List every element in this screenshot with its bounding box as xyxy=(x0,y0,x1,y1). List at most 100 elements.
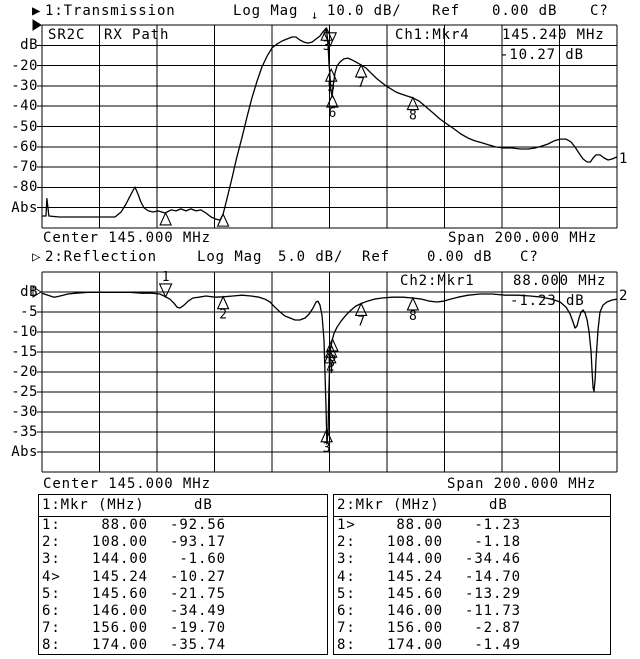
marker-number: 1: xyxy=(42,517,61,533)
marker-table-ch1-header: 1:Mkr (MHz) dB xyxy=(39,495,327,517)
marker-table-row: 7: 156.00 -19.70 xyxy=(39,620,327,637)
marker-table-row: 3: 144.00 -1.60 xyxy=(39,551,327,568)
trace-transmission xyxy=(42,27,618,221)
marker-label: 7 xyxy=(357,314,365,329)
ch1-cal-status: C? xyxy=(590,3,609,19)
marker-table-ch2: 2:Mkr (MHz) dB 1> 88.00 -1.23 2: 108.00 -1.18… xyxy=(333,494,611,655)
marker-frequency: 145.60 xyxy=(387,585,443,602)
marker-frequency: 145.60 xyxy=(92,585,148,602)
ch2-ref-label: Ref xyxy=(362,249,390,265)
marker-number: 7: xyxy=(337,620,356,637)
marker-7: 7 xyxy=(354,302,368,329)
y-axis-label: Abs xyxy=(11,444,38,460)
marker-label: 5 xyxy=(327,356,335,371)
marker-frequency: 88.00 xyxy=(396,517,443,533)
marker-frequency: 174.00 xyxy=(387,637,443,654)
marker-table-ch1-unit: dB xyxy=(194,497,213,513)
marker-label: 3 xyxy=(323,441,331,456)
marker-db: -1.49 xyxy=(474,637,521,654)
marker-table-row: 6: 146.00 -11.73 xyxy=(334,603,610,620)
ch1-marker-readout-value: -10.27 dB xyxy=(500,47,584,63)
marker-frequency: 145.24 xyxy=(387,568,443,585)
marker-db: -1.60 xyxy=(179,551,226,568)
marker-frequency: 146.00 xyxy=(387,602,443,619)
marker-number: 8: xyxy=(337,637,356,654)
marker-7: 7 xyxy=(354,63,368,91)
marker-label: 4 xyxy=(326,362,334,377)
marker-8: 8 xyxy=(406,296,420,324)
marker-db: -11.73 xyxy=(465,602,521,619)
marker-table-ch1-title: 1:Mkr (MHz) xyxy=(42,497,145,513)
ref-level-pointer-icon xyxy=(32,19,42,31)
marker-table-row: 8: 174.00 -1.49 xyxy=(334,637,610,654)
marker-number: 5: xyxy=(337,585,356,602)
marker-3: 3 xyxy=(320,26,333,54)
ch1-scale-value: 10.0 dB/ xyxy=(327,3,402,19)
y-axis-label: -40 xyxy=(11,98,38,115)
y-axis-label: -60 xyxy=(11,138,38,155)
y-axis-label: -80 xyxy=(11,179,38,196)
marker-label: 2 xyxy=(219,308,227,323)
marker-table-row: 7: 156.00 -2.87 xyxy=(334,620,610,637)
marker-frequency: 108.00 xyxy=(92,534,148,551)
marker-6: 6 xyxy=(326,93,339,121)
y-axis-label: dB xyxy=(20,37,38,54)
ch1-title: 1:Transmission xyxy=(45,3,176,19)
y-axis-label: -5 xyxy=(20,304,38,320)
y-axis-label: -70 xyxy=(11,159,38,176)
ch1-trace-number: 1 xyxy=(619,151,629,167)
ch1-marker-readout-name: Ch1:Mkr4 xyxy=(395,27,470,43)
ch1-annotation-sr2c: SR2C xyxy=(48,27,86,43)
marker-table-ch2-header: 2:Mkr (MHz) dB xyxy=(334,495,610,517)
marker-2 xyxy=(216,212,230,227)
ref-level-pointer-icon xyxy=(32,286,42,298)
marker-label: 6 xyxy=(328,106,336,121)
chart-1: 3 5 6 7 8 xyxy=(32,19,618,229)
marker-number: 3: xyxy=(42,551,61,568)
marker-number: 8: xyxy=(42,637,61,654)
marker-number: 4: xyxy=(337,568,356,585)
ch1-marker-readout-freq: 145.240 MHz xyxy=(502,27,605,43)
marker-table-row: 8: 174.00 -35.74 xyxy=(39,637,327,654)
y-axis-label: -20 xyxy=(11,57,38,74)
marker-db: -34.49 xyxy=(170,602,226,619)
ch2-cal-status: C? xyxy=(520,249,539,265)
ch1-annotation-rx-path: RX Path xyxy=(104,27,170,43)
ch2-span-freq: Span 200.000 MHz xyxy=(447,476,597,492)
ch1-center-freq: Center 145.000 MHz xyxy=(43,230,211,246)
marker-table-ch2-unit: dB xyxy=(489,497,508,513)
y-axis-label: dB xyxy=(20,284,38,300)
marker-2: 2 xyxy=(216,295,230,323)
marker-frequency: 146.00 xyxy=(92,602,148,619)
marker-db: -1.18 xyxy=(474,534,521,551)
marker-table-row: 3: 144.00 -34.46 xyxy=(334,551,610,568)
ch1-format-label: Log Mag xyxy=(233,3,299,19)
marker-8: 8 xyxy=(406,96,420,124)
marker-label: 6 xyxy=(328,350,336,365)
marker-frequency: 156.00 xyxy=(387,620,443,637)
marker-number: 6: xyxy=(337,602,356,619)
ch1-channel-pointer-icon: ▶ xyxy=(32,3,42,19)
ch2-channel-pointer-icon: ▷ xyxy=(32,249,42,265)
marker-table-row: 2: 108.00 -1.18 xyxy=(334,534,610,551)
marker-frequency: 144.00 xyxy=(92,551,148,568)
marker-5: 5 xyxy=(324,67,338,95)
y-axis-label: Abs xyxy=(11,199,38,216)
marker-number: 2: xyxy=(337,534,356,551)
ch2-center-freq: Center 145.000 MHz xyxy=(43,476,211,492)
ch2-marker-readout-name: Ch2:Mkr1 xyxy=(400,273,475,289)
marker-table-row: 5: 145.60 -13.29 xyxy=(334,586,610,603)
marker-number: 6: xyxy=(42,602,61,619)
ch2-format-label: Log Mag xyxy=(197,249,263,265)
ch2-marker-readout-freq: 88.000 MHz xyxy=(513,273,607,289)
marker-table-row: 4: 145.24 -14.70 xyxy=(334,569,610,586)
marker-table-row: 1> 88.00 -1.23 xyxy=(334,517,610,534)
marker-db: -19.70 xyxy=(170,620,226,637)
marker-table-row: 4> 145.24 -10.27 xyxy=(39,569,327,586)
marker-db: -1.23 xyxy=(474,517,521,533)
marker-number: 4> xyxy=(42,568,61,585)
marker-db: -92.56 xyxy=(170,517,226,533)
marker-frequency: 145.24 xyxy=(92,568,148,585)
marker-frequency: 156.00 xyxy=(92,620,148,637)
